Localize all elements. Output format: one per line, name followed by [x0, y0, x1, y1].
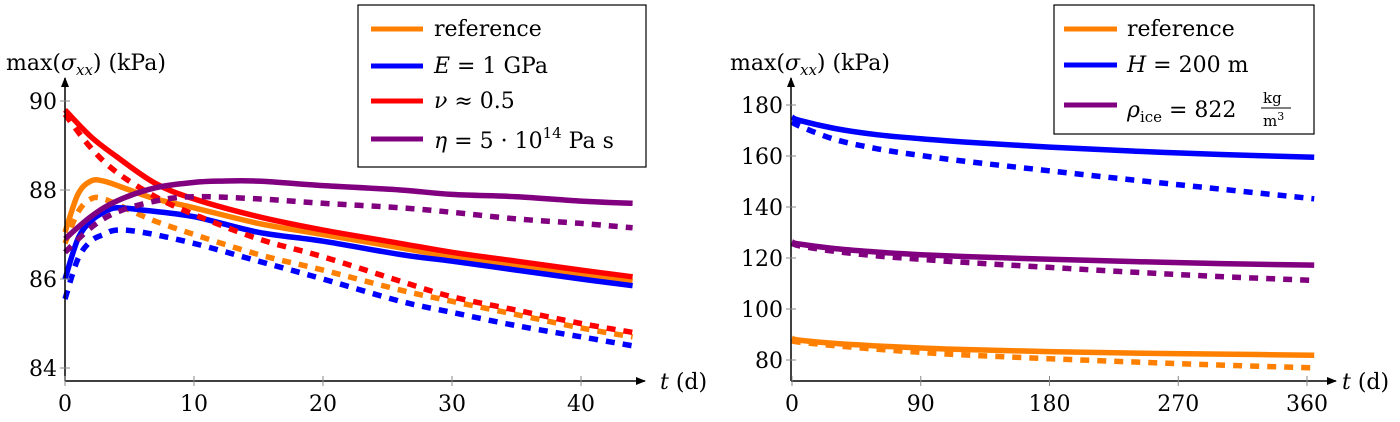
right-x-tick-label: 180	[1029, 392, 1071, 417]
right-x-tick-label: 90	[907, 392, 935, 417]
right-legend: reference H = 200 m ρice = 822 kg m3	[1053, 4, 1315, 135]
right-series-line-5	[790, 240, 1315, 284]
left-y-tick-label: 84	[29, 357, 57, 382]
right-legend-label-rho: ρice = 822	[1126, 98, 1236, 126]
left-series-line-0	[62, 176, 633, 284]
right-legend-rho-denominator: m3	[1263, 110, 1284, 130]
left-series-line-5	[62, 112, 634, 336]
left-series-line-1	[62, 194, 634, 340]
right-series-line-0	[790, 335, 1315, 358]
right-legend-rho-numerator: kg	[1263, 89, 1282, 107]
right-y-tick-label: 120	[741, 247, 783, 272]
right-series-group	[790, 114, 1315, 371]
right-x-tick-label: 0	[785, 392, 799, 417]
left-series-group	[62, 108, 634, 349]
right-series-line-3	[790, 119, 1315, 202]
right-y-tick-label: 100	[741, 298, 783, 323]
right-x-axis-title: t (d)	[1342, 370, 1389, 395]
right-ticks: 0 90 180 270 360 80 100 120 140 160 180	[741, 94, 1328, 417]
left-series-line-3	[62, 227, 634, 349]
left-legend-label-nu: ν ≈ 0.5	[434, 89, 515, 114]
left-x-tick-label: 10	[180, 392, 208, 417]
left-x-tick-label: 0	[58, 392, 72, 417]
left-x-tick-label: 30	[438, 392, 466, 417]
left-legend-label-reference: reference	[434, 17, 542, 42]
right-y-tick-label: 140	[741, 196, 783, 221]
right-series-line-2	[790, 114, 1315, 161]
right-chart: 0 90 180 270 360 80 100 120 140 160 180 max(σxx) (…	[730, 4, 1389, 417]
left-y-tick-label: 86	[29, 268, 57, 293]
left-x-axis-title: t (d)	[660, 370, 707, 395]
right-x-tick-label: 270	[1157, 392, 1199, 417]
left-legend-label-e: E = 1 GPa	[433, 54, 548, 79]
left-x-tick-label: 40	[567, 392, 595, 417]
right-x-tick-label: 360	[1286, 392, 1328, 417]
right-series-line-4	[790, 239, 1315, 268]
right-series-line-1	[791, 338, 1315, 371]
left-legend-label-eta: η = 5 · 1014 Pa s	[434, 124, 614, 154]
right-y-tick-label: 180	[741, 94, 783, 119]
left-series-line-6	[63, 177, 633, 241]
left-series-line-4	[63, 108, 633, 280]
right-y-axis-title: max(σxx) (kPa)	[730, 51, 890, 79]
right-legend-label-reference: reference	[1127, 17, 1235, 42]
left-y-axis-title: max(σxx) (kPa)	[6, 51, 166, 79]
left-chart: 0 10 20 30 40 84 86 88 90 max(σxx) (kPa) t (d) r…	[6, 4, 707, 417]
right-y-tick-label: 80	[755, 349, 783, 374]
right-y-tick-label: 160	[741, 145, 783, 170]
left-y-tick-label: 90	[29, 90, 57, 115]
left-legend: reference E = 1 GPa ν ≈ 0.5 η = 5 · 1014…	[357, 4, 647, 168]
left-ticks: 0 10 20 30 40 84 86 88 90	[29, 90, 595, 417]
right-legend-label-h: H = 200 m	[1126, 53, 1249, 78]
left-series-line-2	[62, 204, 633, 289]
left-y-tick-label: 88	[29, 179, 57, 204]
left-x-tick-label: 20	[309, 392, 337, 417]
